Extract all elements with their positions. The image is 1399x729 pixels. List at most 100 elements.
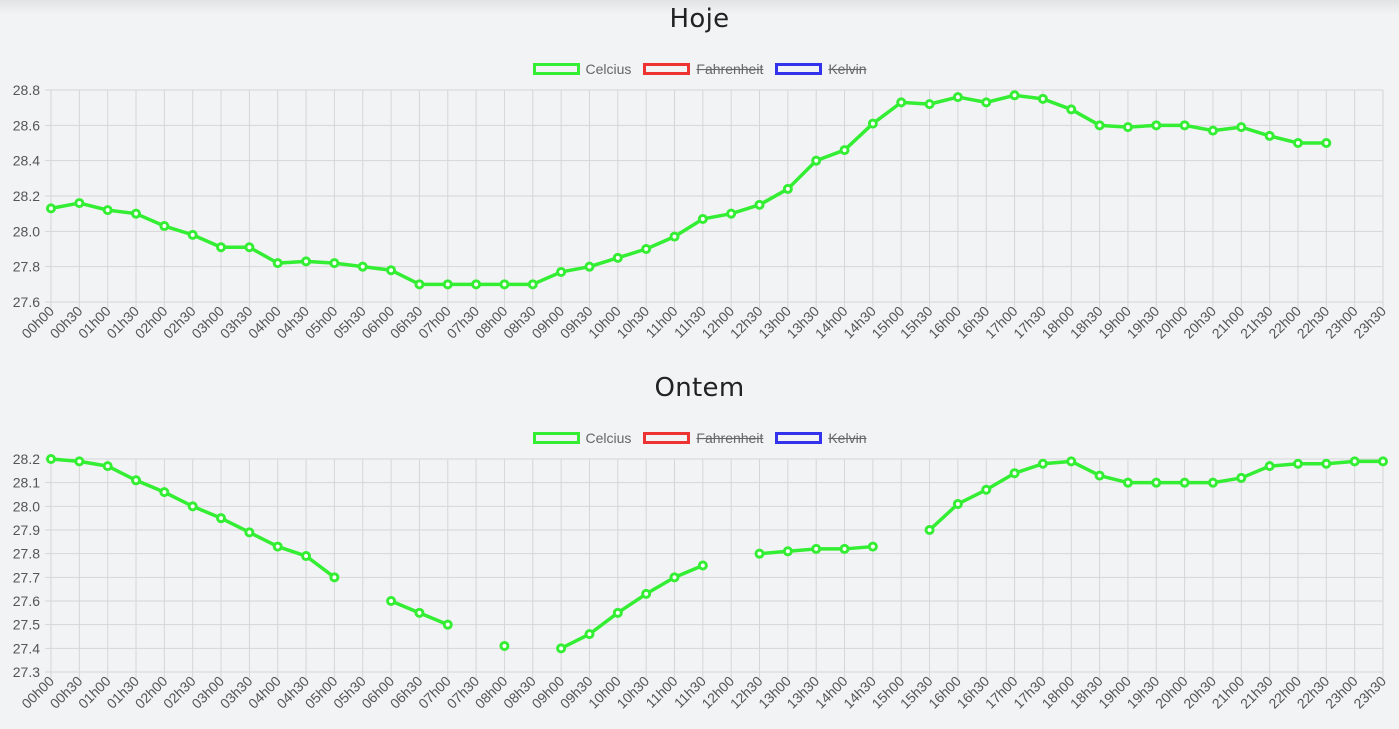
chart-legend: Celcius Fahrenheit Kelvin bbox=[0, 428, 1399, 448]
data-point bbox=[46, 203, 56, 214]
data-point bbox=[187, 501, 198, 512]
data-point bbox=[641, 244, 652, 254]
y-tick-label: 28.0 bbox=[13, 498, 40, 514]
data-point bbox=[442, 619, 453, 630]
x-tick-label: 11h00 bbox=[642, 673, 680, 711]
legend-item-fahrenheit[interactable]: Fahrenheit bbox=[643, 430, 763, 446]
data-point bbox=[1292, 138, 1303, 148]
y-tick-label: 27.3 bbox=[13, 664, 40, 680]
data-point bbox=[216, 513, 227, 524]
data-point bbox=[131, 475, 142, 486]
legend-swatch-celcius bbox=[532, 432, 580, 444]
data-point bbox=[1094, 470, 1105, 481]
legend-swatch-fahrenheit bbox=[643, 63, 691, 75]
y-tick-label: 27.9 bbox=[13, 522, 40, 538]
data-point bbox=[1378, 456, 1388, 467]
y-tick-label: 28.2 bbox=[13, 451, 40, 467]
data-point bbox=[272, 258, 283, 269]
data-point bbox=[1009, 90, 1020, 101]
data-point bbox=[1179, 477, 1190, 488]
data-point bbox=[556, 266, 567, 277]
legend-item-kelvin[interactable]: Kelvin bbox=[775, 61, 866, 77]
data-point bbox=[584, 629, 595, 640]
legend-swatch-celcius bbox=[532, 63, 580, 75]
data-point bbox=[1066, 104, 1077, 115]
x-tick-label: 23h30 bbox=[1350, 673, 1389, 712]
data-point bbox=[102, 205, 113, 216]
data-point bbox=[1037, 93, 1048, 104]
data-point bbox=[1066, 456, 1077, 467]
data-point bbox=[697, 213, 708, 224]
data-point bbox=[102, 461, 113, 472]
data-point bbox=[414, 607, 425, 618]
data-point bbox=[1292, 458, 1303, 469]
line-chart-plot: 27.3 27.4 27.5 27.6 27.7 27.8 27.9 28.0 28.1 28.2… bbox=[13, 451, 1390, 712]
x-tick-label: 10h30 bbox=[613, 303, 652, 342]
data-point bbox=[754, 199, 765, 210]
data-point bbox=[1179, 120, 1190, 131]
data-point bbox=[1122, 122, 1133, 133]
y-tick-label: 28.2 bbox=[13, 188, 40, 204]
chart-legend: Celcius Fahrenheit Kelvin bbox=[0, 59, 1399, 79]
data-point bbox=[74, 198, 85, 209]
chart-title: Ontem bbox=[654, 373, 745, 403]
data-point bbox=[952, 498, 963, 509]
legend-label-celcius: Celcius bbox=[585, 430, 632, 446]
data-point bbox=[159, 487, 170, 498]
data-point bbox=[1207, 477, 1218, 488]
y-tick-label: 28.8 bbox=[13, 82, 40, 98]
y-tick-label: 28.1 bbox=[13, 475, 40, 491]
data-point bbox=[1094, 120, 1105, 131]
y-tick-label: 27.8 bbox=[13, 259, 40, 275]
data-point bbox=[952, 92, 963, 103]
data-point bbox=[1236, 122, 1247, 133]
legend-label-kelvin: Kelvin bbox=[828, 61, 867, 77]
data-point bbox=[159, 221, 170, 232]
data-point bbox=[641, 588, 652, 599]
chart-title: Hoje bbox=[669, 4, 730, 34]
legend-swatch-fahrenheit bbox=[643, 432, 691, 444]
data-point bbox=[726, 208, 737, 219]
data-point bbox=[839, 145, 850, 156]
legend-swatch-kelvin bbox=[775, 63, 823, 75]
legend-item-celcius[interactable]: Celcius bbox=[532, 430, 632, 446]
y-tick-label: 27.4 bbox=[13, 640, 40, 656]
data-point bbox=[1236, 472, 1247, 483]
data-point bbox=[782, 183, 793, 194]
data-point bbox=[244, 527, 255, 538]
data-point bbox=[74, 456, 85, 467]
data-point bbox=[1037, 458, 1048, 469]
data-point bbox=[386, 596, 397, 606]
data-point bbox=[471, 279, 482, 290]
data-point bbox=[329, 572, 340, 583]
page-top-shadow bbox=[0, 0, 1399, 14]
data-point bbox=[896, 97, 907, 108]
data-point bbox=[527, 279, 538, 290]
data-point bbox=[272, 541, 283, 552]
line-chart-plot: 27.627.828.028.228.428.628.800h0000h3001… bbox=[13, 82, 1390, 342]
data-point bbox=[329, 258, 340, 269]
data-point bbox=[669, 231, 680, 242]
data-point bbox=[301, 256, 312, 267]
data-point bbox=[1349, 456, 1360, 467]
data-point bbox=[1151, 120, 1162, 131]
x-tick-label: 10h30 bbox=[613, 673, 652, 712]
data-point bbox=[1321, 458, 1332, 469]
legend-item-kelvin[interactable]: Kelvin bbox=[775, 430, 866, 446]
legend-label-kelvin: Kelvin bbox=[828, 430, 867, 446]
legend-label-fahrenheit: Fahrenheit bbox=[696, 430, 764, 446]
legend-item-celcius[interactable]: Celcius bbox=[532, 61, 631, 77]
y-tick-label: 27.6 bbox=[13, 593, 40, 609]
data-point bbox=[386, 265, 397, 276]
data-point bbox=[1151, 477, 1162, 488]
data-point bbox=[754, 548, 765, 559]
data-point bbox=[357, 261, 368, 272]
data-point bbox=[981, 97, 992, 108]
y-tick-label: 27.7 bbox=[13, 569, 40, 585]
y-tick-label: 27.8 bbox=[13, 546, 40, 562]
data-point bbox=[131, 208, 142, 219]
legend-item-fahrenheit[interactable]: Fahrenheit bbox=[643, 61, 763, 77]
y-tick-label: 27.5 bbox=[13, 617, 40, 633]
y-tick-label: 28.0 bbox=[13, 223, 40, 239]
data-point bbox=[1009, 468, 1020, 479]
